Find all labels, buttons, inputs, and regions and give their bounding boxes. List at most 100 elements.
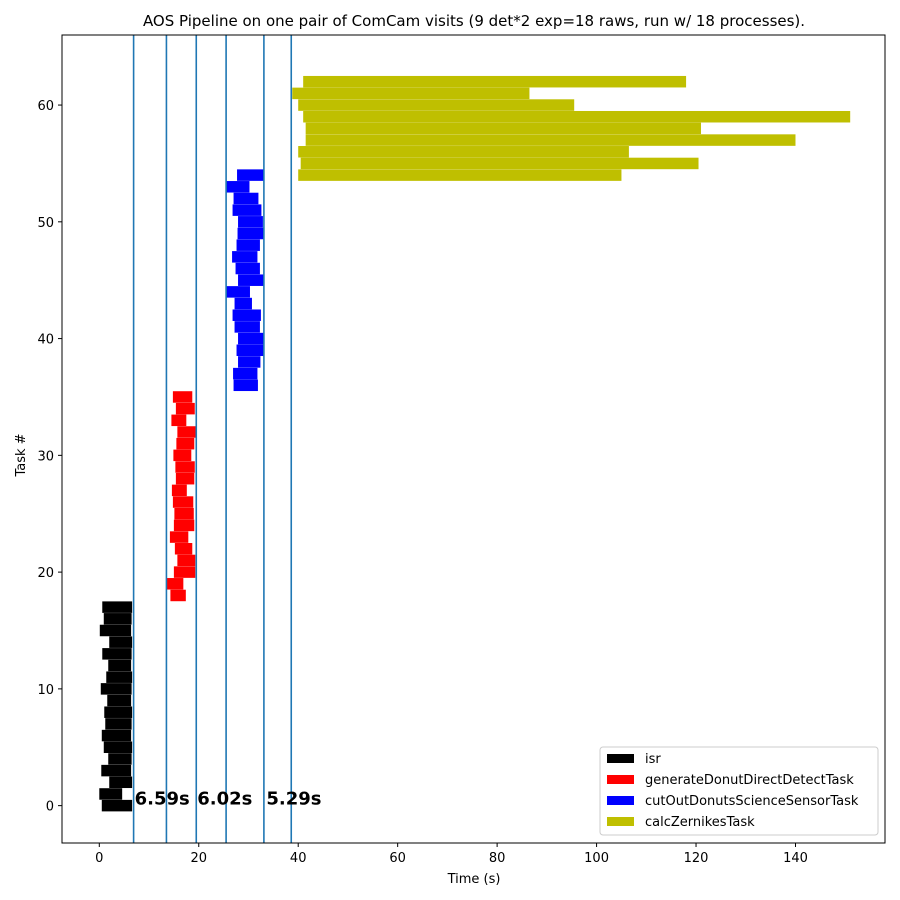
legend-box	[599, 746, 879, 836]
bar-calcZernikesTask-task-61	[292, 87, 530, 100]
bar-isr-task-0	[101, 799, 133, 812]
bar-calcZernikesTask-task-59	[303, 110, 851, 123]
bar-isr-task-9	[107, 694, 132, 707]
bar-generateDonutDirectDetectTask-task-23	[169, 531, 189, 543]
bar-calcZernikesTask-task-60	[298, 99, 575, 111]
bar-isr-task-15	[99, 624, 132, 637]
bar-calcZernikesTask-task-62	[303, 75, 687, 88]
bar-isr-task-17	[102, 601, 133, 613]
bar-generateDonutDirectDetectTask-task-18	[170, 589, 186, 602]
bar-generateDonutDirectDetectTask-task-21	[177, 554, 196, 567]
bar-cutOutDonutsScienceSensorTask-task-49	[237, 227, 264, 240]
x-tick-label: 120	[684, 851, 709, 866]
y-axis-ticks: 0 10 20 30 40 50 60	[37, 99, 62, 815]
bar-isr-task-3	[101, 764, 132, 777]
legend-label-isr: isr	[645, 752, 661, 767]
bar-cutOutDonutsScienceSensorTask-task-39	[236, 344, 264, 357]
x-tick-label: 60	[389, 851, 406, 866]
bar-cutOutDonutsScienceSensorTask-task-51	[232, 204, 262, 216]
annotation-layer: 6.59s 6.02s 5.29s	[135, 789, 322, 810]
bar-cutOutDonutsScienceSensorTask-task-38	[238, 356, 261, 368]
legend-label-cutOutDonutsScienceSensorTask: cutOutDonutsScienceSensorTask	[645, 794, 859, 809]
bar-isr-task-16	[103, 613, 132, 625]
legend-swatch-cutOutDonutsScienceSensorTask	[607, 796, 634, 805]
bar-generateDonutDirectDetectTask-task-19	[166, 578, 184, 590]
legend-swatch-isr	[607, 754, 634, 763]
bar-calcZernikesTask-task-57	[305, 134, 796, 146]
x-axis-label: Time (s)	[447, 872, 501, 887]
bar-generateDonutDirectDetectTask-task-32	[177, 426, 197, 438]
x-tick-label: 100	[584, 851, 609, 866]
duration-annotation-2: 5.29s	[266, 789, 321, 810]
bar-isr-task-11	[106, 671, 133, 683]
duration-annotation-0: 6.59s	[135, 789, 190, 810]
bar-cutOutDonutsScienceSensorTask-task-54	[237, 169, 265, 181]
legend-label-calcZernikesTask: calcZernikesTask	[645, 815, 755, 830]
legend-swatch-generateDonutDirectDetectTask	[607, 775, 634, 784]
bar-isr-task-5	[103, 741, 133, 754]
y-tick-label: 50	[37, 216, 54, 231]
bar-cutOutDonutsScienceSensorTask-task-41	[234, 321, 260, 333]
bar-cutOutDonutsScienceSensorTask-task-53	[226, 181, 250, 193]
bar-calcZernikesTask-task-56	[298, 146, 629, 158]
bar-isr-task-7	[105, 718, 132, 730]
bar-cutOutDonutsScienceSensorTask-task-52	[233, 192, 259, 205]
bar-cutOutDonutsScienceSensorTask-task-40	[238, 332, 264, 345]
bar-generateDonutDirectDetectTask-task-26	[172, 496, 194, 508]
bar-generateDonutDirectDetectTask-task-29	[175, 461, 195, 473]
legend-label-generateDonutDirectDetectTask: generateDonutDirectDetectTask	[645, 773, 854, 788]
bar-isr-task-12	[108, 659, 132, 672]
stage-boundary-lines	[132, 35, 293, 843]
bar-isr-task-13	[102, 648, 132, 660]
bar-cutOutDonutsScienceSensorTask-task-46	[235, 262, 260, 275]
bar-generateDonutDirectDetectTask-task-28	[175, 472, 195, 485]
bar-isr-task-1	[99, 788, 123, 800]
x-tick-label: 0	[95, 851, 103, 866]
chart-title: AOS Pipeline on one pair of ComCam visit…	[143, 12, 805, 30]
bar-isr-task-2	[109, 776, 133, 789]
plot-frame	[61, 34, 886, 844]
bar-isr-task-8	[104, 706, 133, 718]
bar-cutOutDonutsScienceSensorTask-task-42	[232, 309, 261, 321]
bar-calcZernikesTask-task-55	[300, 157, 699, 170]
bar-calcZernikesTask-task-58	[305, 122, 702, 135]
bar-generateDonutDirectDetectTask-task-20	[173, 566, 196, 578]
x-tick-label: 40	[290, 851, 307, 866]
bar-generateDonutDirectDetectTask-task-30	[173, 449, 192, 462]
bar-generateDonutDirectDetectTask-task-33	[171, 414, 187, 427]
bar-generateDonutDirectDetectTask-task-34	[175, 402, 195, 415]
y-tick-label: 30	[37, 449, 54, 464]
x-tick-label: 20	[190, 851, 207, 866]
y-tick-label: 20	[37, 566, 54, 581]
y-tick-label: 0	[46, 800, 54, 815]
y-axis-label: Task #	[14, 433, 29, 477]
bar-calcZernikesTask-task-54	[298, 169, 622, 181]
bar-isr-task-10	[100, 683, 132, 695]
legend: isr generateDonutDirectDetectTask cutOutDo…	[599, 746, 879, 836]
bar-cutOutDonutsScienceSensorTask-task-44	[226, 286, 250, 298]
bar-isr-task-14	[109, 636, 133, 648]
bar-cutOutDonutsScienceSensorTask-task-50	[238, 216, 263, 228]
bar-cutOutDonutsScienceSensorTask-task-45	[238, 274, 264, 286]
x-tick-label: 140	[783, 851, 808, 866]
bar-generateDonutDirectDetectTask-task-35	[172, 391, 193, 403]
bar-isr-task-4	[108, 753, 132, 765]
bar-generateDonutDirectDetectTask-task-25	[174, 507, 194, 520]
bar-layer	[99, 75, 851, 812]
bar-generateDonutDirectDetectTask-task-22	[174, 543, 193, 555]
bar-generateDonutDirectDetectTask-task-27	[171, 484, 187, 497]
y-tick-label: 60	[37, 99, 54, 114]
bar-generateDonutDirectDetectTask-task-24	[173, 519, 195, 532]
legend-swatch-calcZernikesTask	[607, 817, 634, 826]
bar-cutOutDonutsScienceSensorTask-task-36	[233, 379, 258, 392]
bar-cutOutDonutsScienceSensorTask-task-48	[236, 239, 260, 251]
duration-annotation-1: 6.02s	[197, 789, 252, 810]
bar-generateDonutDirectDetectTask-task-31	[176, 437, 195, 450]
y-tick-label: 40	[37, 333, 54, 348]
bar-cutOutDonutsScienceSensorTask-task-37	[233, 367, 258, 380]
bar-cutOutDonutsScienceSensorTask-task-47	[232, 251, 258, 263]
x-axis-ticks: 0 20 40 60 80 100 120 140	[95, 843, 808, 866]
bar-isr-task-6	[101, 729, 132, 742]
bar-cutOutDonutsScienceSensorTask-task-43	[234, 297, 252, 310]
